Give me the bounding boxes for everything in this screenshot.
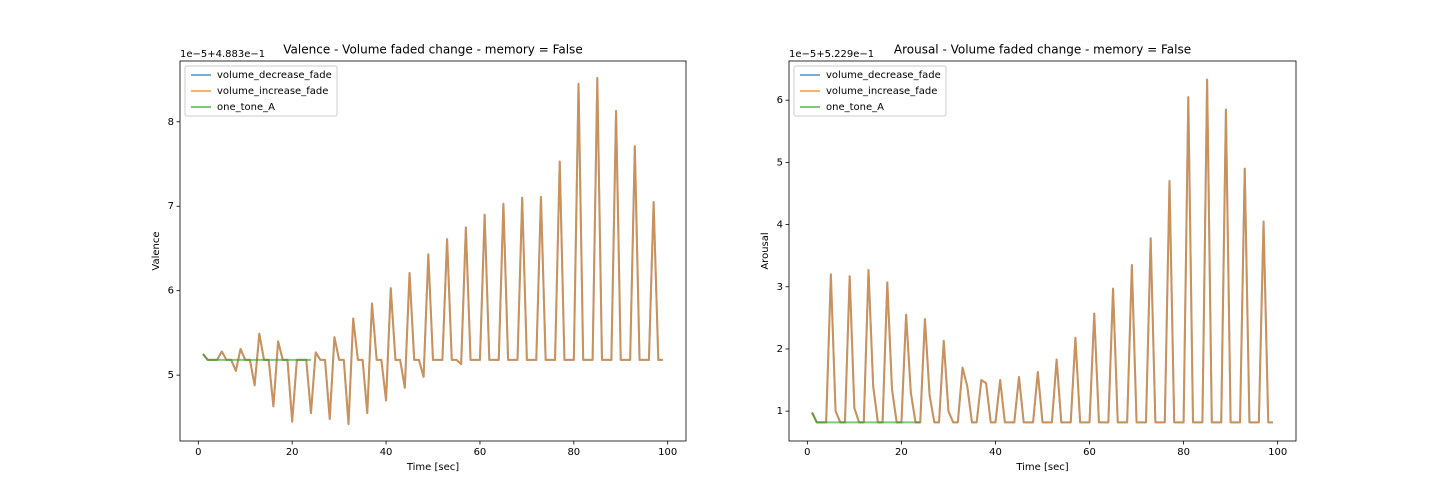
x-tick-label: 100 [1268,447,1287,458]
data-line [811,411,921,424]
y-tick-label: 7 [168,201,174,212]
legend-label: one_tone_A [826,102,884,113]
y-tick-label: 4 [777,220,783,231]
data-line [811,78,1273,424]
y-tick-label: 6 [168,286,174,297]
legend-label: volume_increase_fade [217,86,328,97]
offset-text: 1e−5+5.229e−1 [789,49,874,60]
legend-box [793,65,947,117]
legend-label: volume_decrease_fade [826,70,941,81]
x-tick-label: 0 [804,447,810,458]
y-tick-label: 2 [777,344,783,355]
x-tick-label: 20 [895,447,908,458]
y-tick-label: 5 [168,370,174,381]
data-line [202,353,311,361]
y-axis-label: Valence [151,231,162,270]
x-tick-label: 60 [474,447,487,458]
x-tick-label: 100 [658,447,677,458]
y-axis-label: Arousal [760,232,771,269]
legend-label: one_tone_A [217,102,275,113]
data-line [202,76,663,426]
x-tick-label: 60 [1083,447,1096,458]
plot-area [180,61,686,441]
y-tick-label: 3 [777,282,783,293]
x-tick-label: 80 [1177,447,1190,458]
x-tick-label: 0 [195,447,201,458]
legend-label: volume_increase_fade [826,86,937,97]
offset-text: 1e−5+4.883e−1 [180,49,265,60]
x-tick-label: 40 [380,447,393,458]
legend-label: volume_decrease_fade [217,70,332,81]
x-tick-label: 40 [989,447,1002,458]
chart-title: Arousal - Volume faded change - memory =… [894,43,1191,57]
y-tick-label: 1 [777,406,783,417]
legend-box [184,65,338,117]
y-tick-label: 6 [777,95,783,106]
axes-frame [788,60,1297,442]
x-tick-label: 80 [567,447,580,458]
x-axis-label: Time [sec] [1015,462,1068,473]
axes-frame [179,60,687,442]
x-tick-label: 20 [286,447,299,458]
y-tick-label: 8 [168,117,174,128]
chart-title: Valence - Volume faded change - memory =… [283,43,582,57]
y-tick-label: 5 [777,157,783,168]
x-axis-label: Time [sec] [406,462,459,473]
